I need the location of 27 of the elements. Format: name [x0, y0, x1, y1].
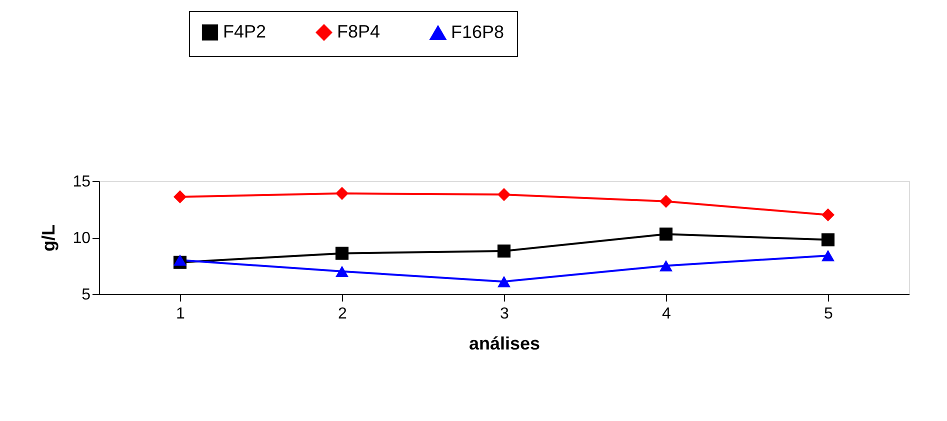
point — [497, 188, 511, 202]
point — [659, 194, 673, 208]
point — [821, 233, 835, 246]
point — [497, 244, 511, 258]
point — [659, 260, 673, 272]
point — [821, 208, 835, 222]
point — [497, 276, 511, 288]
point — [659, 228, 673, 241]
point — [821, 250, 835, 262]
point — [335, 266, 349, 278]
legend-label: F4P2 — [223, 21, 266, 42]
legend-label: F8P4 — [337, 21, 380, 42]
x-tick-label: 2 — [338, 306, 348, 322]
y-tick-label: 10 — [72, 230, 91, 247]
x-tick-label: 3 — [500, 306, 510, 322]
x-tick-label: 1 — [176, 306, 186, 322]
y-axis-title: g/L — [38, 224, 59, 252]
y-tick-label: 15 — [72, 174, 91, 190]
point — [173, 254, 187, 266]
point — [335, 186, 349, 200]
x-tick-label: 4 — [662, 306, 672, 322]
y-tick-label: 5 — [82, 286, 91, 304]
point — [335, 246, 349, 260]
legend-label: F16P8 — [451, 22, 504, 42]
point — [173, 190, 187, 204]
x-axis-title: análises — [468, 334, 540, 354]
x-tick-label: 5 — [824, 306, 834, 322]
